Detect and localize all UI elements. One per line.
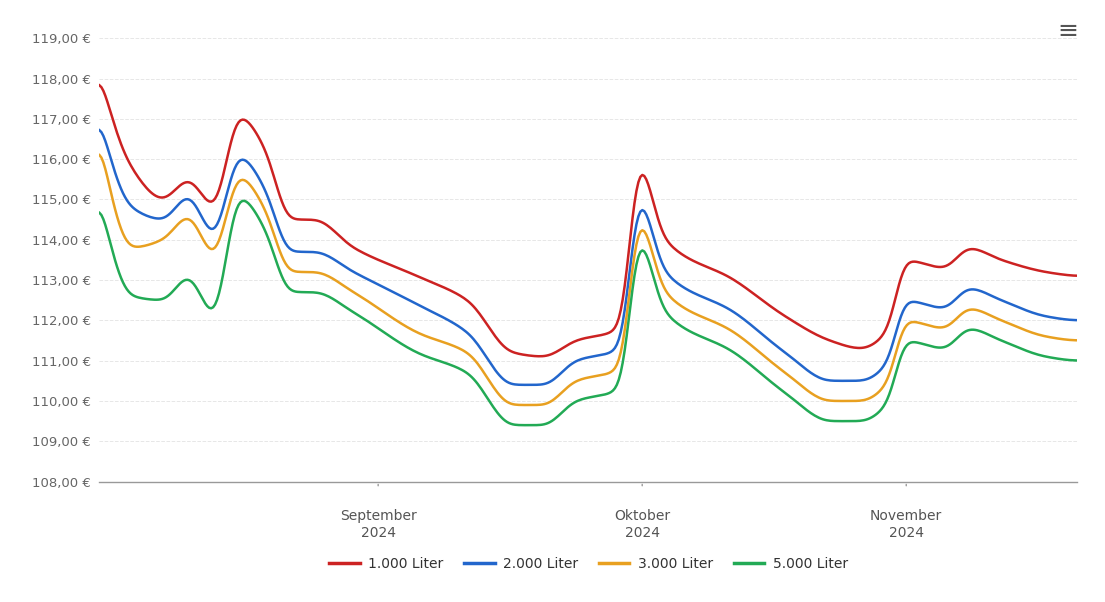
- 5.000 Liter: [238, 197, 251, 205]
- 3.000 Liter: [559, 385, 572, 393]
- 2.000 Liter: [677, 284, 691, 291]
- 2.000 Liter: [896, 308, 909, 315]
- 2.000 Liter: [559, 365, 572, 372]
- 3.000 Liter: [1049, 335, 1062, 342]
- Text: November
2024: November 2024: [870, 509, 943, 539]
- Text: September
2024: September 2024: [339, 509, 417, 539]
- 5.000 Liter: [93, 209, 106, 217]
- 3.000 Liter: [624, 281, 638, 288]
- 1.000 Liter: [1049, 270, 1062, 277]
- 5.000 Liter: [898, 344, 912, 352]
- 5.000 Liter: [522, 421, 535, 429]
- Text: Oktober
2024: Oktober 2024: [614, 509, 671, 539]
- 1.000 Liter: [93, 82, 106, 89]
- 1.000 Liter: [565, 339, 578, 346]
- Line: 5.000 Liter: 5.000 Liter: [99, 201, 1077, 425]
- Line: 2.000 Liter: 2.000 Liter: [99, 130, 1077, 385]
- Line: 1.000 Liter: 1.000 Liter: [99, 85, 1077, 356]
- 1.000 Liter: [559, 343, 572, 350]
- 5.000 Liter: [1051, 355, 1064, 362]
- 1.000 Liter: [624, 232, 638, 239]
- 2.000 Liter: [1071, 317, 1084, 324]
- Text: ≡: ≡: [1057, 19, 1078, 43]
- 3.000 Liter: [565, 380, 578, 388]
- 2.000 Liter: [624, 261, 638, 268]
- 5.000 Liter: [1071, 357, 1084, 364]
- 5.000 Liter: [625, 285, 639, 293]
- 3.000 Liter: [522, 402, 535, 409]
- 3.000 Liter: [677, 304, 691, 311]
- 1.000 Liter: [1071, 272, 1084, 279]
- Legend: 1.000 Liter, 2.000 Liter, 3.000 Liter, 5.000 Liter: 1.000 Liter, 2.000 Liter, 3.000 Liter, 5…: [324, 551, 853, 577]
- 2.000 Liter: [522, 381, 535, 388]
- 5.000 Liter: [561, 403, 575, 411]
- 3.000 Liter: [896, 328, 909, 335]
- 2.000 Liter: [93, 126, 106, 134]
- 3.000 Liter: [1071, 337, 1084, 344]
- 1.000 Liter: [677, 252, 691, 259]
- 5.000 Liter: [567, 399, 580, 406]
- 5.000 Liter: [678, 325, 692, 332]
- 3.000 Liter: [93, 152, 106, 159]
- 1.000 Liter: [896, 269, 909, 276]
- 2.000 Liter: [565, 360, 578, 367]
- 2.000 Liter: [1049, 314, 1062, 321]
- Line: 3.000 Liter: 3.000 Liter: [99, 155, 1077, 405]
- 1.000 Liter: [534, 353, 547, 360]
